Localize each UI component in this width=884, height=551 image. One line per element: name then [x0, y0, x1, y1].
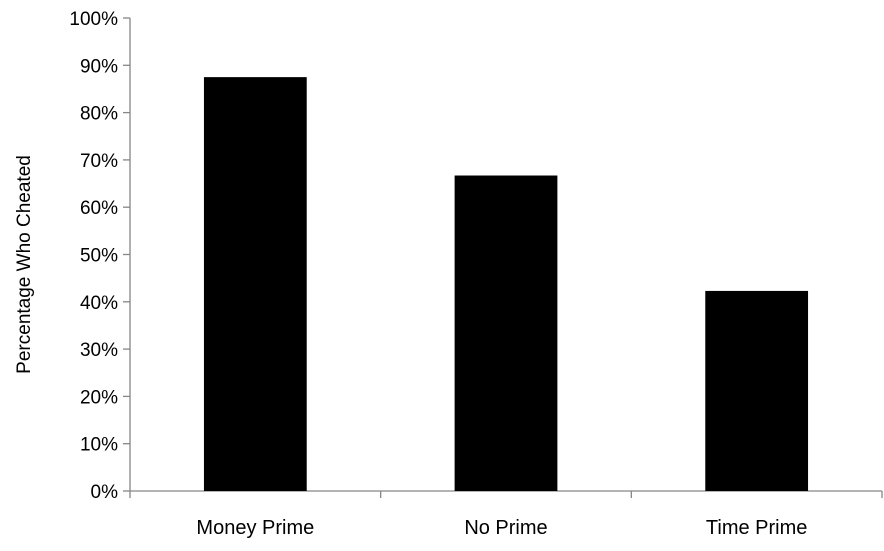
y-tick-label: 70% [80, 151, 118, 172]
y-tick-label: 80% [80, 104, 118, 125]
x-category-label: No Prime [464, 517, 547, 539]
y-tick-label: 0% [91, 482, 119, 503]
bar-time-prime [705, 290, 809, 491]
bar-no-prime [454, 175, 558, 491]
y-tick-label: 40% [80, 293, 118, 314]
y-tick-label: 100% [69, 9, 118, 30]
y-tick-label: 90% [80, 56, 118, 77]
y-tick-label: 50% [80, 246, 118, 267]
bar-money-prime [203, 77, 307, 491]
y-axis: 0% 10% 20% 30% 40% 50% 60% 70% 80% 90% 100% [69, 9, 131, 503]
y-tick-label: 30% [80, 340, 118, 361]
y-tick-label: 10% [80, 435, 118, 456]
y-axis-title: Percentage Who Cheated [14, 155, 35, 374]
y-tick-label: 60% [80, 198, 118, 219]
x-category-label: Time Prime [706, 517, 807, 539]
y-tick-label: 20% [80, 387, 118, 408]
x-category-label: Money Prime [196, 517, 314, 539]
x-axis: Money Prime No Prime Time Prime [129, 490, 883, 539]
bars [203, 77, 809, 491]
